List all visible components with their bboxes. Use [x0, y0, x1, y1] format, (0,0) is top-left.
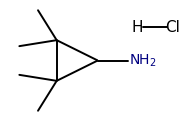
Text: H: H [131, 19, 143, 34]
Text: Cl: Cl [165, 19, 180, 34]
Text: NH$_2$: NH$_2$ [130, 52, 157, 69]
